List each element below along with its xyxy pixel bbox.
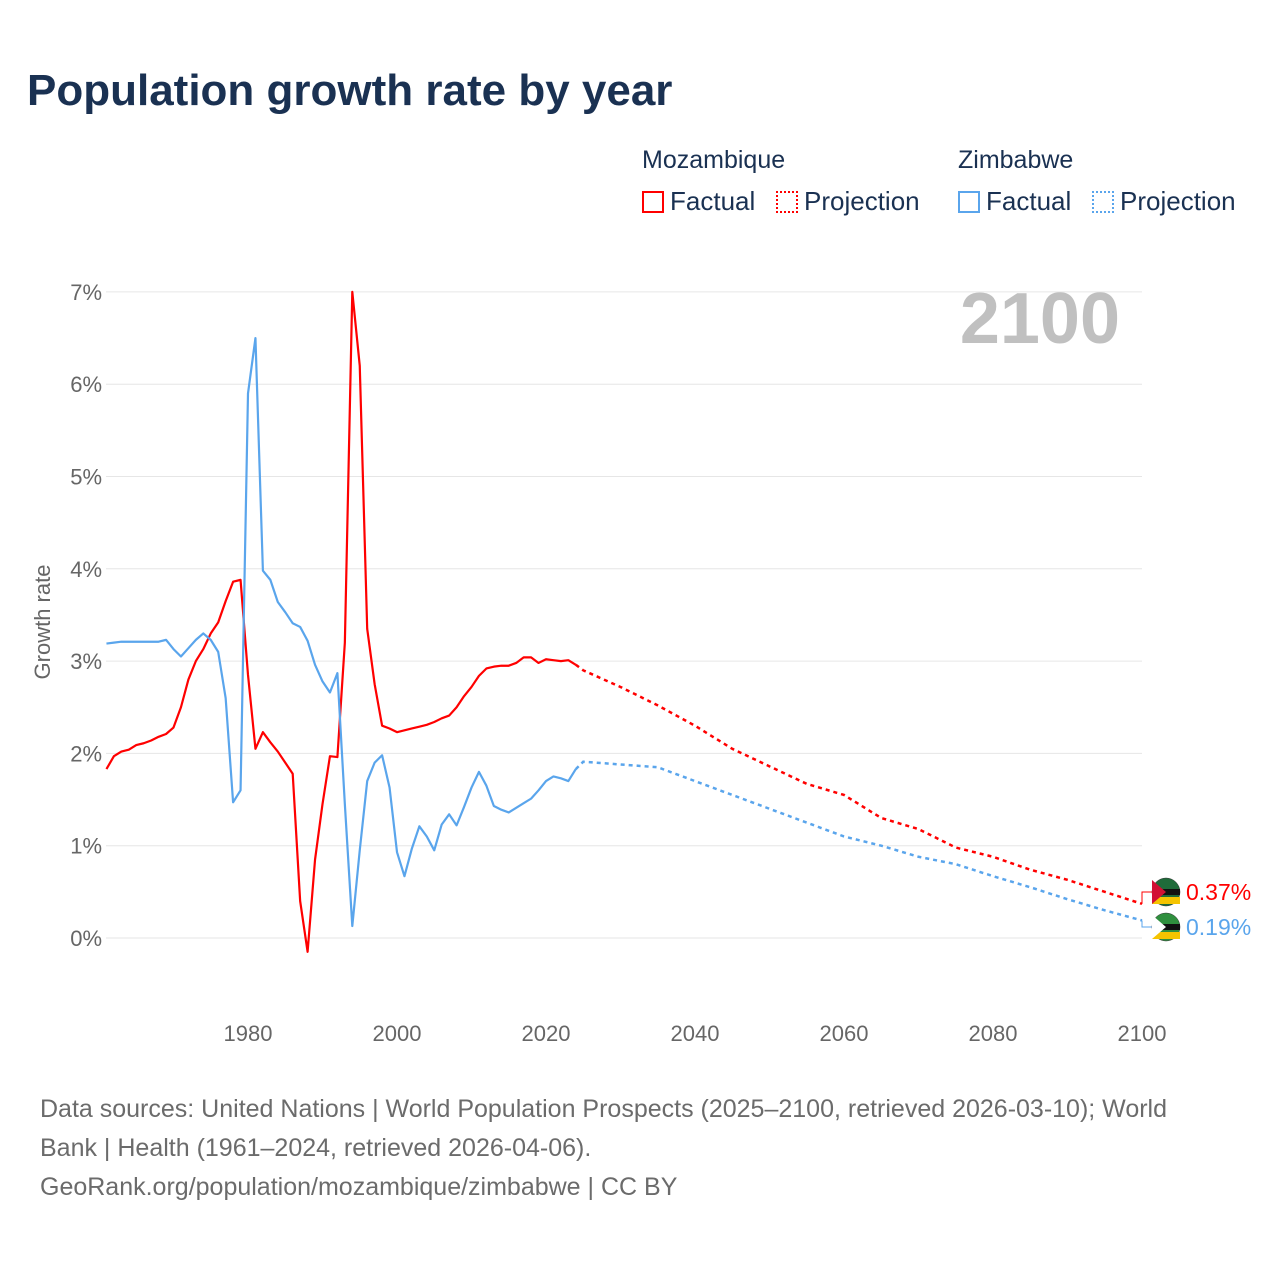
y-tick-label: 0% (70, 926, 102, 951)
flag-stripe (1152, 897, 1180, 904)
end-connector (1141, 891, 1152, 904)
flag-triangle (1152, 880, 1166, 904)
y-tick-label: 4% (70, 557, 102, 582)
legend-label: Factual (986, 186, 1072, 216)
legend-swatch (958, 190, 980, 213)
end-connector (1141, 920, 1152, 928)
year-overlay: 2100 (960, 279, 1120, 359)
flag-triangle (1152, 915, 1166, 939)
legend-swatch (776, 190, 798, 213)
legend-swatch (642, 190, 664, 213)
legend-moz-projection[interactable]: Projection (776, 186, 920, 217)
x-tick-label: 2020 (522, 1021, 571, 1046)
source-link[interactable]: GeoRank.org/population/mozambique/zimbab… (40, 1173, 678, 1201)
end-value-label: 0.37% (1186, 879, 1251, 905)
legend-label: Projection (1120, 186, 1236, 216)
source-line: Data sources: United Nations | World Pop… (40, 1095, 1168, 1123)
y-tick-label: 1% (70, 834, 102, 859)
y-tick-label: 7% (70, 280, 102, 305)
legend-title-mozambique: Mozambique (642, 146, 786, 174)
chart-title: Population growth rate by year (27, 66, 673, 115)
y-tick-label: 3% (70, 649, 102, 674)
series-zimbabwe-projection (574, 760, 1143, 922)
legend-title-zimbabwe: Zimbabwe (958, 146, 1074, 174)
x-tick-label: 2080 (969, 1021, 1018, 1046)
series-mozambique-factual (105, 290, 577, 953)
legend-zim-factual[interactable]: Factual (958, 186, 1071, 217)
legend-moz-factual[interactable]: Factual (642, 186, 755, 217)
series-zimbabwe-factual (106, 336, 577, 928)
y-tick-label: 5% (70, 465, 102, 490)
legend-zim-projection[interactable]: Projection (1092, 186, 1236, 217)
x-tick-label: 2040 (671, 1021, 720, 1046)
flag-stripe (1152, 932, 1180, 939)
legend-label: Factual (670, 186, 756, 216)
source-note: Data sources: United Nations | World Pop… (40, 1090, 1240, 1207)
y-tick-label: 2% (70, 741, 102, 766)
legend-swatch (1092, 190, 1114, 213)
legend-label: Projection (804, 186, 920, 216)
x-tick-label: 1980 (224, 1021, 273, 1046)
x-tick-label: 2000 (373, 1021, 422, 1046)
source-line: Bank | Health (1961–2024, retrieved 2026… (40, 1134, 592, 1162)
y-axis-label: Growth rate (30, 565, 55, 680)
x-tick-label: 2060 (820, 1021, 869, 1046)
x-tick-label: 2100 (1118, 1021, 1167, 1046)
y-tick-label: 6% (70, 372, 102, 397)
end-value-label: 0.19% (1186, 914, 1251, 940)
series-mozambique-projection (575, 663, 1143, 906)
